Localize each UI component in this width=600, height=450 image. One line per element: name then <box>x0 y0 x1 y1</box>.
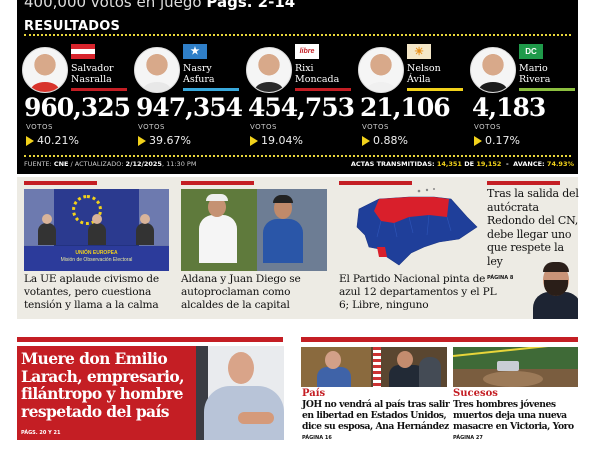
section-red-bar <box>339 181 412 185</box>
party-color-bar <box>407 88 463 91</box>
section-red-bar <box>181 181 254 185</box>
page-reference: PÁGS. 20 Y 21 <box>21 430 61 436</box>
candidate-photo <box>134 47 180 93</box>
section-label-sucesos[interactable]: Sucesos <box>453 388 498 399</box>
honduras-departments-map[interactable] <box>339 187 489 273</box>
candidate-card-nasralla: Salvador Nasralla 960,325 VOTOS 40.21% <box>19 44 131 152</box>
triangle-icon <box>138 135 146 146</box>
section-red-bar <box>24 181 97 185</box>
mayors-image[interactable] <box>181 189 327 271</box>
party-color-bar <box>519 88 575 91</box>
story-headline[interactable]: Tres hombres jóvenes muertos deja una nu… <box>453 399 574 432</box>
candidate-name: Salvador Nasralla <box>71 63 114 85</box>
candidate-name: Rixi Moncada <box>295 63 340 85</box>
vote-count: 454,753 <box>248 93 355 122</box>
candidate-card-avila: ☀ Nelson Ávila 21,106 VOTOS 0.88% <box>355 44 467 152</box>
votes-label: VOTOS <box>26 123 53 131</box>
story-headline[interactable]: El Partido Nacional pinta de azul 12 dep… <box>339 273 497 311</box>
story-headline[interactable]: La UE aplaude civismo de votantes, pero … <box>24 273 159 311</box>
votes-at-stake-line: 400,000 votos en juego Págs. 2-14 <box>24 0 296 11</box>
dotted-divider <box>24 34 571 36</box>
candidate-photo <box>358 47 404 93</box>
vote-count: 21,106 <box>360 93 451 122</box>
candidate-name: Nelson Ávila <box>407 63 441 85</box>
source-line: FUENTE: CNE / ACTUALIZADO: 2/12/2025, 11… <box>24 160 197 168</box>
candidate-name: Nasry Asfura <box>183 63 215 85</box>
page-reference: PÁGINA 16 <box>302 435 332 441</box>
candidate-photo <box>470 47 516 93</box>
triangle-icon <box>362 135 370 146</box>
vote-count: 960,325 <box>24 93 131 122</box>
section-label-pais[interactable]: País <box>302 388 326 399</box>
candidate-name: Mario Rivera <box>519 63 551 85</box>
party-color-bar <box>71 88 127 91</box>
candidate-card-rivera: DC Mario Rivera 4,183 VOTOS 0.17% <box>467 44 578 152</box>
redondo-portrait[interactable] <box>531 262 578 319</box>
joh-press-image[interactable] <box>301 347 447 387</box>
page-reference: PÁGINA 27 <box>453 435 483 441</box>
triangle-icon <box>474 135 482 146</box>
votes-label: VOTOS <box>362 123 389 131</box>
actas-progress-line: ACTAS TRANSMITIDAS: 14,351 DE 19,152 - A… <box>350 160 574 168</box>
candidate-card-moncada: libre Rixi Moncada 454,753 VOTOS 19.04% <box>243 44 355 152</box>
vote-percent: 39.67% <box>138 134 191 147</box>
liberal-flag-icon <box>71 44 95 59</box>
candidate-photo <box>22 47 68 93</box>
dc-logo-icon: DC <box>519 44 543 59</box>
triangle-icon <box>250 135 258 146</box>
vote-count: 947,354 <box>136 93 243 122</box>
eu-stars-icon <box>72 195 102 225</box>
section-red-bar <box>301 337 578 342</box>
libre-logo-icon: libre <box>295 44 319 59</box>
votes-label: VOTOS <box>138 123 165 131</box>
crime-scene-image[interactable] <box>453 347 578 387</box>
middle-stories-band: UNIÓN EUROPEA Misión de Observación Elect… <box>17 177 579 319</box>
section-red-bar <box>487 181 560 185</box>
story-headline[interactable]: Tras la salida del autócrata Redondo del… <box>487 187 579 268</box>
triangle-icon <box>26 135 34 146</box>
page-reference: PÁGINA 8 <box>487 275 514 281</box>
nacional-star-flag-icon: ★ <box>183 44 207 59</box>
story-headline[interactable]: JOH no vendrá al país tras salir en libe… <box>302 399 450 432</box>
candidate-photo <box>246 47 292 93</box>
larach-portrait[interactable] <box>196 346 284 440</box>
party-color-bar <box>183 88 239 91</box>
story-larach[interactable]: Muere don Emilio Larach, empresario, fil… <box>17 346 284 440</box>
party-color-bar <box>295 88 351 91</box>
vote-percent: 40.21% <box>26 134 79 147</box>
story-headline[interactable]: Aldana y Juan Diego se autoproclaman com… <box>181 273 301 311</box>
votes-label: VOTOS <box>474 123 501 131</box>
police-tape <box>453 347 578 357</box>
vote-count: 4,183 <box>472 93 546 122</box>
ue-press-conference-image[interactable]: UNIÓN EUROPEA Misión de Observación Elect… <box>24 189 169 271</box>
story-headline[interactable]: Muere don Emilio Larach, empresario, fil… <box>21 349 185 421</box>
vote-percent: 19.04% <box>250 134 303 147</box>
results-title: RESULTADOS <box>24 19 121 34</box>
vote-percent: 0.17% <box>474 134 520 147</box>
candidate-card-asfura: ★ Nasry Asfura 947,354 VOTOS 39.67% <box>131 44 243 152</box>
election-results-panel: 400,000 votos en juego Págs. 2-14 RESULT… <box>17 0 578 174</box>
votes-label: VOTOS <box>250 123 277 131</box>
pinu-sun-logo-icon: ☀ <box>407 44 431 59</box>
vote-percent: 0.88% <box>362 134 408 147</box>
dotted-divider <box>24 155 571 157</box>
section-red-bar <box>17 337 283 342</box>
honduras-map-icon <box>356 188 478 266</box>
